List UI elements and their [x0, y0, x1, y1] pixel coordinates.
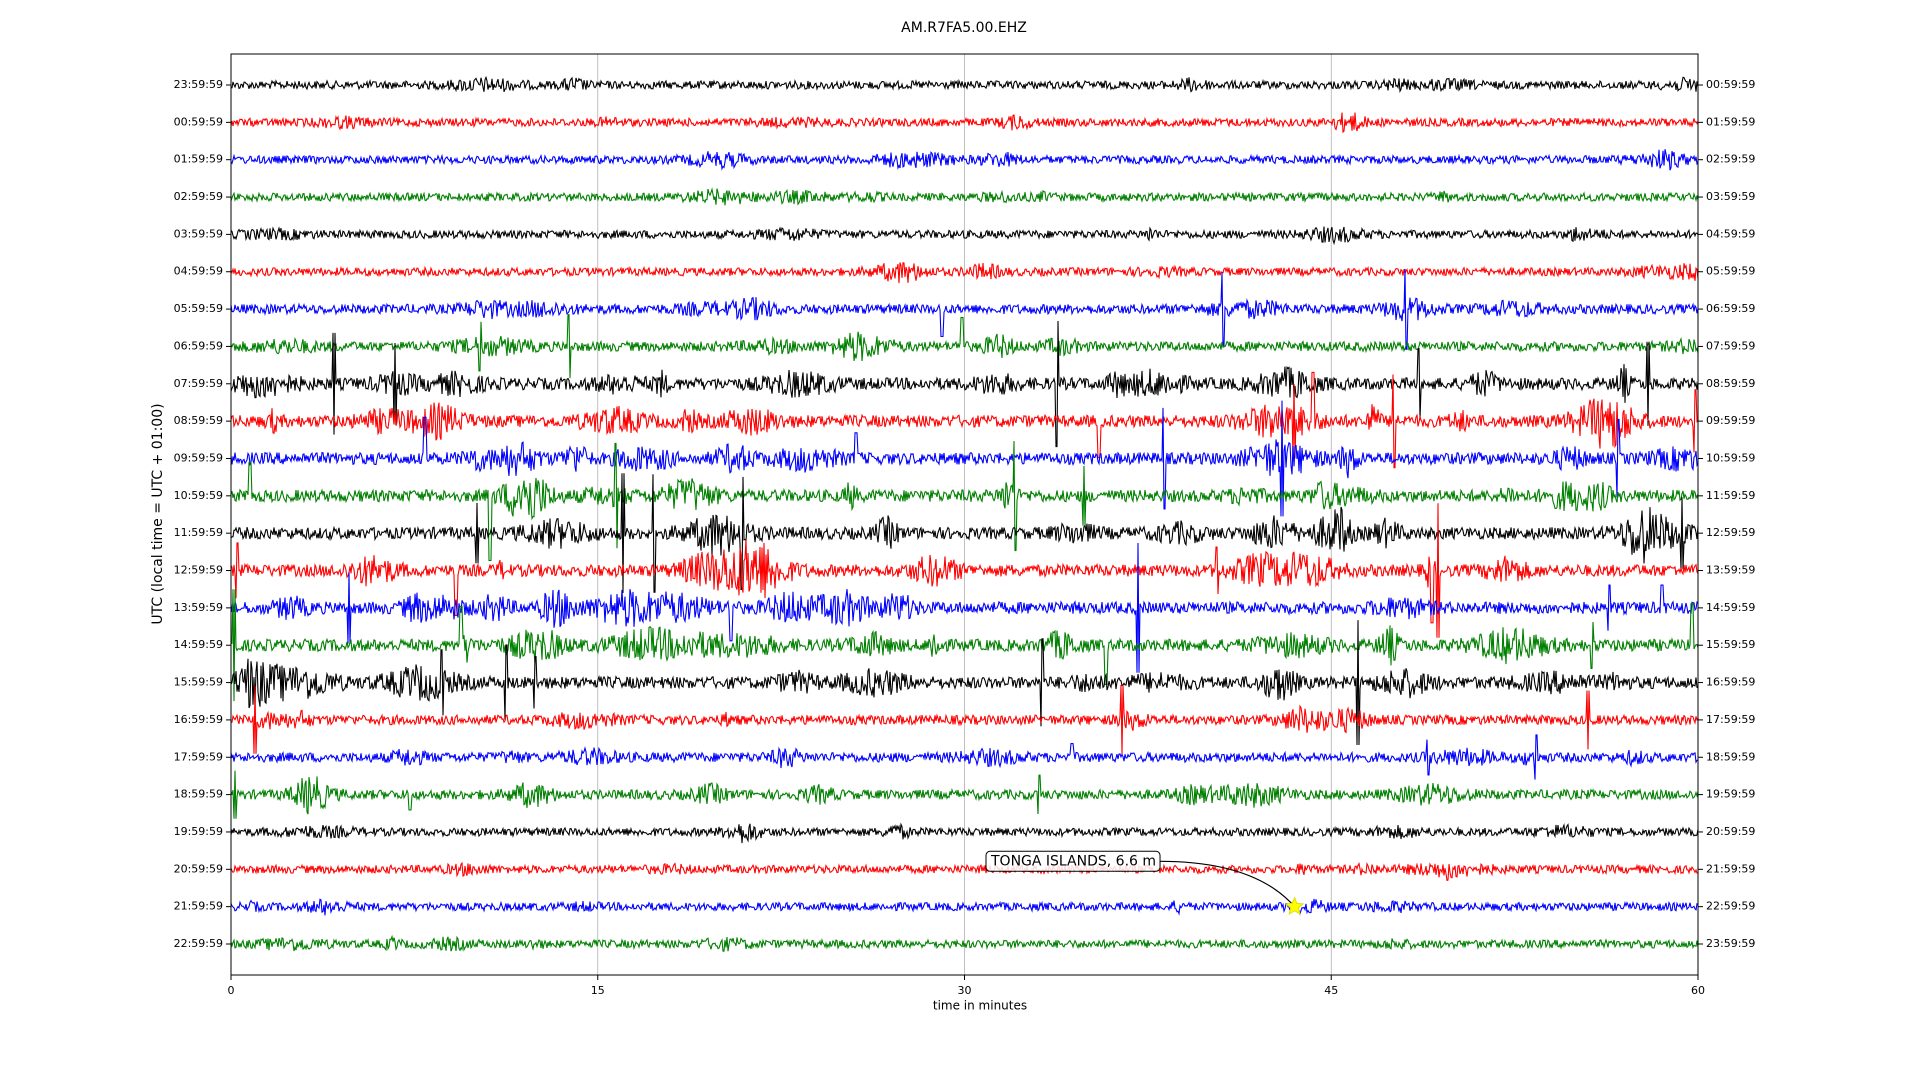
trace — [231, 441, 1698, 562]
trace — [231, 861, 1698, 882]
y-tick-label: 04:59:59 — [174, 265, 223, 278]
plot-frame — [230, 53, 1699, 976]
y2-tick-label: 13:59:59 — [1706, 564, 1755, 577]
y2-tick-label: 06:59:59 — [1706, 302, 1755, 315]
y-tick-label: 12:59:59 — [174, 564, 223, 577]
y2-tick-label: 14:59:59 — [1706, 601, 1755, 614]
y2-tick-label: 12:59:59 — [1706, 526, 1755, 539]
y2-tick-label: 03:59:59 — [1706, 190, 1755, 203]
y2-tick-label: 17:59:59 — [1706, 713, 1755, 726]
trace — [231, 898, 1698, 916]
y-tick-label: 10:59:59 — [174, 489, 223, 502]
y2-tick-label: 01:59:59 — [1706, 115, 1755, 128]
trace — [231, 734, 1698, 780]
annotation-arrow — [1160, 860, 1296, 908]
trace — [231, 503, 1698, 638]
y2-tick-label: 09:59:59 — [1706, 414, 1755, 427]
chart-title: AM.R7FA5.00.EHZ — [901, 20, 1027, 36]
y-tick-label: 17:59:59 — [174, 750, 223, 763]
trace — [231, 684, 1698, 755]
trace — [231, 542, 1698, 673]
y-axis-label: UTC (local time = UTC + 01:00) — [150, 403, 166, 624]
y-tick-label: 03:59:59 — [174, 227, 223, 240]
y-tick-label: 22:59:59 — [174, 937, 223, 950]
y-tick-label: 02:59:59 — [174, 190, 223, 203]
x-tick-label: 30 — [958, 984, 972, 997]
trace — [231, 770, 1698, 819]
y2-tick-label: 05:59:59 — [1706, 265, 1755, 278]
y2-tick-label: 21:59:59 — [1706, 862, 1755, 875]
trace — [231, 314, 1698, 379]
y2-tick-label: 15:59:59 — [1706, 638, 1755, 651]
y-tick-label: 11:59:59 — [174, 526, 223, 539]
y-tick-label: 20:59:59 — [174, 862, 223, 875]
x-tick-label: 15 — [591, 984, 605, 997]
trace — [231, 320, 1698, 448]
trace — [231, 589, 1698, 702]
annotation-label: TONGA ISLANDS, 6.6 m — [990, 853, 1156, 869]
trace — [231, 149, 1698, 171]
trace — [231, 187, 1698, 206]
event-marker — [1284, 896, 1305, 915]
y-tick-label: 05:59:59 — [174, 302, 223, 315]
y2-tick-label: 23:59:59 — [1706, 937, 1755, 950]
y2-tick-label: 04:59:59 — [1706, 227, 1755, 240]
trace — [231, 371, 1698, 469]
y2-tick-label: 10:59:59 — [1706, 451, 1755, 464]
y2-tick-label: 20:59:59 — [1706, 825, 1755, 838]
y-tick-label: 08:59:59 — [174, 414, 223, 427]
y-tick-label: 19:59:59 — [174, 825, 223, 838]
trace — [231, 226, 1698, 246]
y-tick-label: 23:59:59 — [174, 78, 223, 91]
y-tick-label: 16:59:59 — [174, 713, 223, 726]
y-tick-label: 06:59:59 — [174, 339, 223, 352]
trace — [231, 400, 1698, 517]
traces — [231, 75, 1698, 952]
trace — [231, 934, 1698, 952]
y-tick-label: 01:59:59 — [174, 153, 223, 166]
trace — [231, 112, 1698, 134]
trace — [231, 473, 1698, 594]
x-tick-label: 0 — [228, 984, 235, 997]
trace — [231, 268, 1698, 350]
x-tick-label: 45 — [1324, 984, 1338, 997]
y2-tick-label: 16:59:59 — [1706, 676, 1755, 689]
y-tick-label: 14:59:59 — [174, 638, 223, 651]
y2-tick-label: 18:59:59 — [1706, 750, 1755, 763]
trace — [231, 620, 1698, 746]
y2-tick-label: 19:59:59 — [1706, 788, 1755, 801]
trace — [231, 262, 1698, 284]
y-tick-label: 18:59:59 — [174, 788, 223, 801]
y-tick-label: 13:59:59 — [174, 601, 223, 614]
y-tick-label: 15:59:59 — [174, 676, 223, 689]
y-tick-label: 07:59:59 — [174, 377, 223, 390]
y2-tick-label: 07:59:59 — [1706, 339, 1755, 352]
y2-tick-label: 02:59:59 — [1706, 153, 1755, 166]
y-tick-label: 09:59:59 — [174, 451, 223, 464]
trace — [231, 822, 1698, 844]
trace — [231, 75, 1698, 93]
y2-tick-label: 00:59:59 — [1706, 78, 1755, 91]
x-axis-label: time in minutes — [933, 999, 1027, 1013]
y2-tick-label: 08:59:59 — [1706, 377, 1755, 390]
y-tick-label: 21:59:59 — [174, 900, 223, 913]
y-tick-label: 00:59:59 — [174, 115, 223, 128]
y2-tick-label: 11:59:59 — [1706, 489, 1755, 502]
x-tick-label: 60 — [1691, 984, 1705, 997]
y2-tick-label: 22:59:59 — [1706, 900, 1755, 913]
